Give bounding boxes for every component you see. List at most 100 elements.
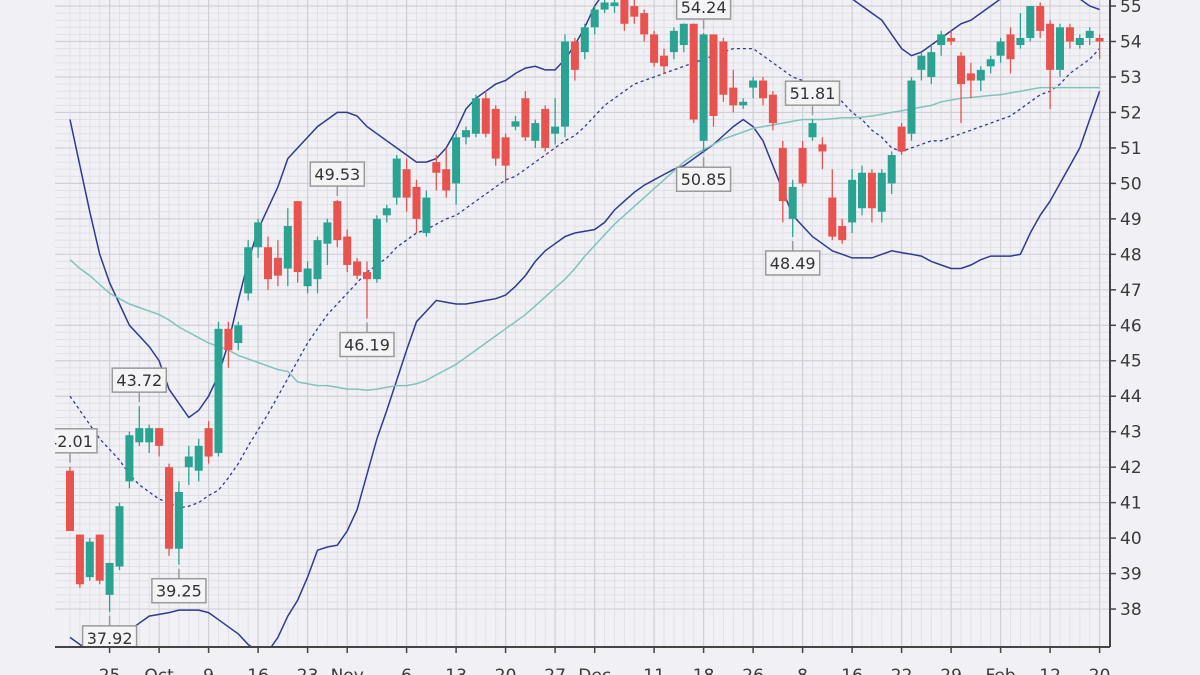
- candle-body: [937, 34, 946, 46]
- annotation-box: [764, 250, 821, 276]
- candle-body: [1036, 6, 1045, 31]
- candle-body: [867, 172, 876, 209]
- candle-body: [709, 34, 718, 116]
- candle-body: [660, 55, 668, 67]
- candle-body: [293, 201, 302, 273]
- candle-body: [204, 428, 213, 457]
- annotation-label: 54.24: [681, 0, 727, 17]
- candle-body: [115, 506, 124, 567]
- candle-body: [1075, 37, 1084, 46]
- candle-body: [372, 218, 381, 280]
- high-annotation: 43.72: [111, 367, 168, 403]
- candle-body: [145, 428, 154, 443]
- annotation-label: 39.25: [156, 582, 202, 601]
- candle-body: [254, 222, 263, 248]
- y-tick-label: 38: [1120, 600, 1142, 620]
- y-tick-label: 39: [1120, 565, 1142, 585]
- annotation-box: [675, 166, 732, 192]
- low-annotation: 37.92: [81, 615, 138, 647]
- y-tick-label: 53: [1120, 68, 1142, 88]
- candle-body: [95, 534, 104, 581]
- y-tick-label: 52: [1120, 103, 1142, 123]
- candle-body: [392, 158, 401, 198]
- candle-body: [570, 41, 579, 70]
- candle-body: [551, 126, 560, 134]
- x-tick-label: 12: [1039, 666, 1061, 675]
- low-annotation: 39.25: [151, 568, 207, 604]
- candle-body: [927, 52, 936, 77]
- annotation-label: 51.81: [790, 84, 836, 103]
- candle-body: [689, 23, 698, 120]
- candle-body: [541, 108, 550, 148]
- candle-body: [264, 247, 272, 280]
- y-tick-label: 48: [1120, 245, 1142, 265]
- annotation-label: 42.01: [47, 432, 93, 451]
- candle-body: [382, 208, 391, 216]
- x-tick-label: 11: [643, 666, 665, 675]
- candle-body: [194, 445, 203, 471]
- candle-body: [85, 541, 94, 578]
- candle-body: [432, 162, 441, 173]
- candle-body: [650, 34, 659, 63]
- candle-body: [174, 491, 183, 549]
- annotation-label: 43.72: [116, 371, 162, 390]
- annotation-label: 49.53: [314, 165, 360, 184]
- y-tick-label: 44: [1120, 387, 1142, 407]
- x-tick-label: 29: [940, 666, 962, 675]
- candle-body: [412, 186, 421, 219]
- candle-body: [561, 41, 569, 127]
- overlay-line: [69, 86, 1100, 391]
- candle-body: [501, 137, 510, 166]
- candle-body: [917, 55, 926, 70]
- candle-body: [184, 456, 193, 468]
- x-tick-label: 25: [99, 666, 121, 675]
- candle-body: [66, 470, 74, 532]
- candle-body: [491, 108, 500, 159]
- candle-body: [481, 98, 490, 134]
- low-annotation: 46.19: [339, 322, 395, 358]
- overlay-line: [69, 90, 1101, 647]
- candle-body: [511, 121, 520, 127]
- x-tick-label: 6: [401, 666, 412, 675]
- candle-body: [1085, 30, 1094, 38]
- candle-body: [234, 325, 243, 344]
- y-tick-label: 43: [1120, 423, 1142, 443]
- candle-body: [848, 179, 857, 223]
- x-tick-label: 18: [693, 666, 715, 675]
- candle-body: [957, 55, 965, 85]
- x-tick-label: 23: [297, 666, 319, 675]
- candle-body: [521, 98, 530, 138]
- candle-body: [471, 98, 480, 134]
- candle-body: [947, 37, 956, 42]
- candle-body: [640, 13, 649, 35]
- candle-body: [768, 94, 777, 124]
- candle-body: [135, 428, 144, 443]
- candle-body: [838, 225, 847, 241]
- candle-body: [986, 59, 995, 67]
- y-tick-label: 54: [1120, 33, 1142, 53]
- candle-body: [679, 23, 688, 46]
- candle-body: [452, 137, 461, 184]
- candle-body: [818, 144, 827, 152]
- candle-body: [778, 147, 787, 202]
- candle-body: [333, 201, 342, 241]
- candle-body: [323, 222, 332, 244]
- candle-body: [1056, 27, 1064, 70]
- x-tick-label: 8: [797, 666, 808, 675]
- candle-body: [353, 261, 362, 276]
- x-tick-label: 9: [203, 666, 214, 675]
- candle-body: [729, 87, 738, 106]
- plot-area: 42.01 43.72 49.53 54.24 51.81 37.92 39.25 46.19…: [47, 0, 1104, 647]
- candle-body: [828, 197, 837, 237]
- candle-body: [442, 169, 451, 191]
- candle-body: [610, 2, 619, 7]
- candle-body: [858, 172, 866, 209]
- annotation-label: 46.19: [344, 336, 390, 355]
- annotation-box: [81, 625, 138, 647]
- annotation-box: [111, 367, 168, 393]
- candle-body: [273, 257, 282, 276]
- candle-body: [580, 27, 589, 53]
- candle-body: [739, 101, 748, 106]
- candle-body: [462, 130, 470, 138]
- x-tick-label: 20: [1089, 666, 1111, 675]
